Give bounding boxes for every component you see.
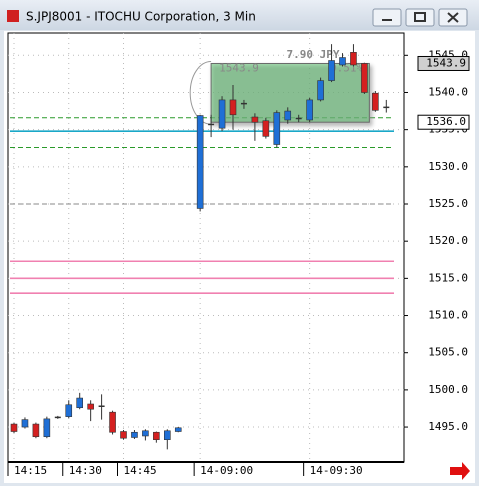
candle-body	[43, 418, 51, 438]
x-tick-label: 14:45	[124, 464, 157, 477]
candle-body	[317, 80, 324, 101]
y-tick-label: 1540.0	[428, 85, 468, 98]
y-tick-label: 1520.0	[428, 234, 468, 247]
candle-body	[273, 112, 281, 145]
candle-body	[21, 419, 29, 428]
y-tick-label: 1525.0	[428, 197, 468, 210]
x-tick-label: 14-09:00	[200, 464, 253, 477]
x-tick-label: 14:15	[14, 464, 47, 477]
y-tick-label: 1495.0	[428, 420, 468, 433]
candle-body	[262, 120, 270, 137]
minimize-button[interactable]	[372, 8, 402, 27]
candle-body	[10, 423, 18, 432]
candle-body	[229, 99, 237, 116]
candle-body	[76, 397, 83, 409]
x-tick-label: 14-09:30	[310, 464, 363, 477]
candle-body	[196, 115, 204, 209]
y-tick-label: 1505.0	[428, 346, 468, 359]
candle-body	[218, 99, 226, 129]
y-tick-label: 1515.0	[428, 271, 468, 284]
measure-change: 7.90 JPY	[287, 48, 340, 61]
candle-body	[174, 427, 182, 432]
candle-body	[328, 60, 335, 81]
measure-percent: 0.51%	[330, 61, 363, 74]
candle-body	[109, 411, 116, 433]
maximize-icon	[414, 12, 426, 22]
y-tick-label: 1530.0	[428, 160, 468, 173]
close-icon	[447, 12, 459, 23]
candle-body	[32, 423, 40, 438]
maximize-button[interactable]	[405, 8, 435, 27]
candle-body	[350, 52, 357, 66]
candle-body	[153, 431, 160, 440]
candle-body	[284, 110, 292, 121]
x-tick-label: 14:30	[69, 464, 102, 477]
measure-start: 1543.9	[219, 61, 259, 74]
candle-body	[251, 116, 259, 123]
price-tag-label: 1543.9	[426, 56, 466, 69]
candle-body	[87, 403, 94, 410]
candle-body	[142, 430, 149, 437]
candle-body	[131, 431, 138, 438]
candle-body	[65, 404, 73, 417]
price-tag-label: 1536.0	[426, 115, 466, 128]
y-tick-label: 1500.0	[428, 383, 468, 396]
candle-body	[372, 92, 379, 111]
candle-body	[339, 57, 346, 66]
price-tag-box	[417, 55, 470, 71]
candle-body	[361, 63, 368, 93]
candle-body	[306, 99, 313, 121]
y-tick-label: 1510.0	[428, 309, 468, 322]
price-tag-box	[417, 114, 470, 130]
app-icon	[7, 10, 19, 22]
candle-body	[164, 430, 171, 440]
candle-body	[120, 431, 127, 439]
window-title: S.JPJ8001 - ITOCHU Corporation, 3 Min	[26, 10, 256, 24]
scroll-arrow[interactable]	[450, 462, 470, 480]
